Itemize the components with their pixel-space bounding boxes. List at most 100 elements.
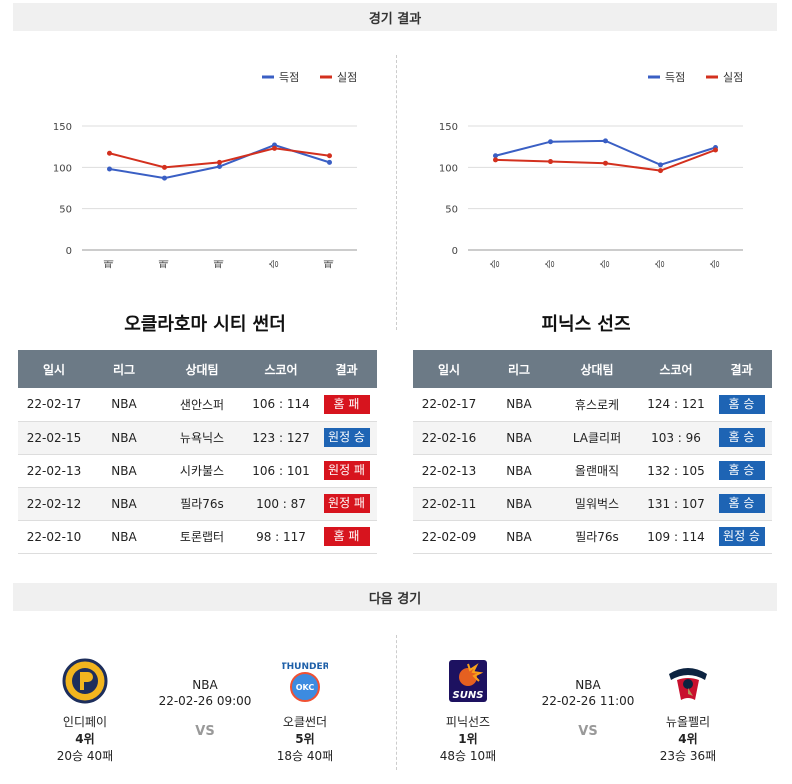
next-games-header: 다음 경기 xyxy=(13,583,777,611)
y-tick-label: 50 xyxy=(59,205,72,216)
result-badge: 원정 승 xyxy=(719,527,765,546)
cell-result: 원정 패 xyxy=(316,454,377,487)
team-name: 뉴올펠리 xyxy=(633,713,743,730)
cell-score: 100 : 87 xyxy=(246,487,316,520)
result-badge: 홈 승 xyxy=(719,461,765,480)
left-team-title: 오클라호마 시티 썬더 xyxy=(25,310,385,336)
col-date: 일시 xyxy=(18,350,90,388)
result-badge: 홈 승 xyxy=(719,428,765,447)
legend-label: 실점 xyxy=(337,71,357,84)
x-tick-label: 승 xyxy=(655,259,667,268)
y-tick-label: 100 xyxy=(439,163,458,174)
y-tick-label: 0 xyxy=(66,246,72,257)
result-badge: 홈 승 xyxy=(719,395,765,414)
right-chart-svg: 050100150승 승 승 승 승득점 실점 xyxy=(398,50,778,280)
y-tick-label: 150 xyxy=(439,122,458,133)
cell-league: NBA xyxy=(485,520,553,553)
cell-opp: 샌안스퍼 xyxy=(158,388,246,421)
cell-league: NBA xyxy=(90,454,158,487)
data-point xyxy=(658,168,663,173)
results-header: 경기 결과 xyxy=(13,3,777,31)
cell-opp: 뉴욕닉스 xyxy=(158,421,246,454)
col-score: 스코어 xyxy=(246,350,316,388)
cell-score: 131 : 107 xyxy=(641,487,711,520)
cell-date: 22-02-13 xyxy=(413,454,485,487)
table-header-row: 일시 리그 상대팀 스코어 결과 xyxy=(413,350,772,388)
next-game-1[interactable]: 인디페이 4위 20승 40패 NBA 22-02-26 09:00 VS TH… xyxy=(10,640,400,770)
result-badge: 원정 승 xyxy=(324,428,370,447)
home-team[interactable]: 인디페이 4위 20승 40패 xyxy=(30,658,140,764)
cell-result: 홈 승 xyxy=(711,454,772,487)
left-games-table: 일시 리그 상대팀 스코어 결과 22-02-17 NBA 샌안스퍼 106 : 11… xyxy=(18,350,377,554)
team-rank: 5위 xyxy=(250,730,360,747)
next-game-2[interactable]: SUNS 피닉선즈 1위 48승 10패 NBA 22-02-26 11:00 … xyxy=(393,640,783,770)
right-team-title: 피닉스 선즈 xyxy=(406,310,766,336)
data-point xyxy=(162,165,167,170)
team-record: 23승 36패 xyxy=(633,747,743,764)
data-point xyxy=(327,160,332,165)
data-point xyxy=(603,138,608,143)
team-rank: 1위 xyxy=(413,730,523,747)
table-row: 22-02-11 NBA 밀워벅스 131 : 107 홈 승 xyxy=(413,487,772,520)
table-row: 22-02-15 NBA 뉴욕닉스 123 : 127 원정 승 xyxy=(18,421,377,454)
table-row: 22-02-17 NBA 휴스로케 124 : 121 홈 승 xyxy=(413,388,772,421)
cell-league: NBA xyxy=(90,421,158,454)
data-point xyxy=(548,139,553,144)
cell-league: NBA xyxy=(485,388,553,421)
col-result: 결과 xyxy=(316,350,377,388)
cell-score: 106 : 114 xyxy=(246,388,316,421)
legend-label: 실점 xyxy=(723,71,743,84)
cell-score: 124 : 121 xyxy=(641,388,711,421)
cell-opp: 시카불스 xyxy=(158,454,246,487)
cell-opp: 토론랩터 xyxy=(158,520,246,553)
cell-opp: 밀워벅스 xyxy=(553,487,641,520)
col-opponent: 상대팀 xyxy=(553,350,641,388)
legend-label: 득점 xyxy=(279,71,299,84)
home-team[interactable]: SUNS 피닉선즈 1위 48승 10패 xyxy=(413,658,523,764)
cell-score: 123 : 127 xyxy=(246,421,316,454)
col-date: 일시 xyxy=(413,350,485,388)
data-point xyxy=(217,160,222,165)
cell-result: 홈 패 xyxy=(316,388,377,421)
cell-date: 22-02-17 xyxy=(18,388,90,421)
table-row: 22-02-13 NBA 시카불스 106 : 101 원정 패 xyxy=(18,454,377,487)
data-point xyxy=(713,147,718,152)
data-point xyxy=(327,153,332,158)
cell-date: 22-02-15 xyxy=(18,421,90,454)
team-record: 18승 40패 xyxy=(250,747,360,764)
team-name: 피닉선즈 xyxy=(413,713,523,730)
cell-result: 홈 승 xyxy=(711,421,772,454)
team-record: 48승 10패 xyxy=(413,747,523,764)
x-tick-label: 패 xyxy=(214,259,226,268)
pelicans-logo-icon xyxy=(665,658,711,704)
cell-league: NBA xyxy=(90,487,158,520)
svg-text:THUNDER: THUNDER xyxy=(282,662,328,672)
cell-date: 22-02-09 xyxy=(413,520,485,553)
cell-result: 원정 승 xyxy=(711,520,772,553)
left-chart-svg: 0 50 100 150 패 패 패 승 패 득점 실점 xyxy=(12,50,392,280)
data-point xyxy=(493,157,498,162)
table-row: 22-02-17 NBA 샌안스퍼 106 : 114 홈 패 xyxy=(18,388,377,421)
col-result: 결과 xyxy=(711,350,772,388)
data-point xyxy=(107,151,112,156)
right-games-table: 일시 리그 상대팀 스코어 결과 22-02-17 NBA 휴스로케 124 : 12… xyxy=(413,350,772,554)
table-row: 22-02-10 NBA 토론랩터 98 : 117 홈 패 xyxy=(18,520,377,553)
svg-text:SUNS: SUNS xyxy=(453,690,484,701)
cell-score: 109 : 114 xyxy=(641,520,711,553)
cell-result: 원정 승 xyxy=(316,421,377,454)
x-tick-label: 패 xyxy=(324,259,336,268)
away-team[interactable]: 뉴올펠리 4위 23승 36패 xyxy=(633,658,743,764)
table-row: 22-02-16 NBA LA클리퍼 103 : 96 홈 승 xyxy=(413,421,772,454)
cell-opp: 필라76s xyxy=(158,487,246,520)
cell-score: 103 : 96 xyxy=(641,421,711,454)
cell-result: 홈 승 xyxy=(711,388,772,421)
cell-opp: LA클리퍼 xyxy=(553,421,641,454)
col-score: 스코어 xyxy=(641,350,711,388)
away-team[interactable]: THUNDER OKC 오클썬더 5위 18승 40패 xyxy=(250,658,360,764)
cell-date: 22-02-13 xyxy=(18,454,90,487)
svg-text:OKC: OKC xyxy=(296,683,315,692)
result-badge: 홈 패 xyxy=(324,395,370,414)
col-league: 리그 xyxy=(90,350,158,388)
table-row: 22-02-12 NBA 필라76s 100 : 87 원정 패 xyxy=(18,487,377,520)
cell-score: 98 : 117 xyxy=(246,520,316,553)
